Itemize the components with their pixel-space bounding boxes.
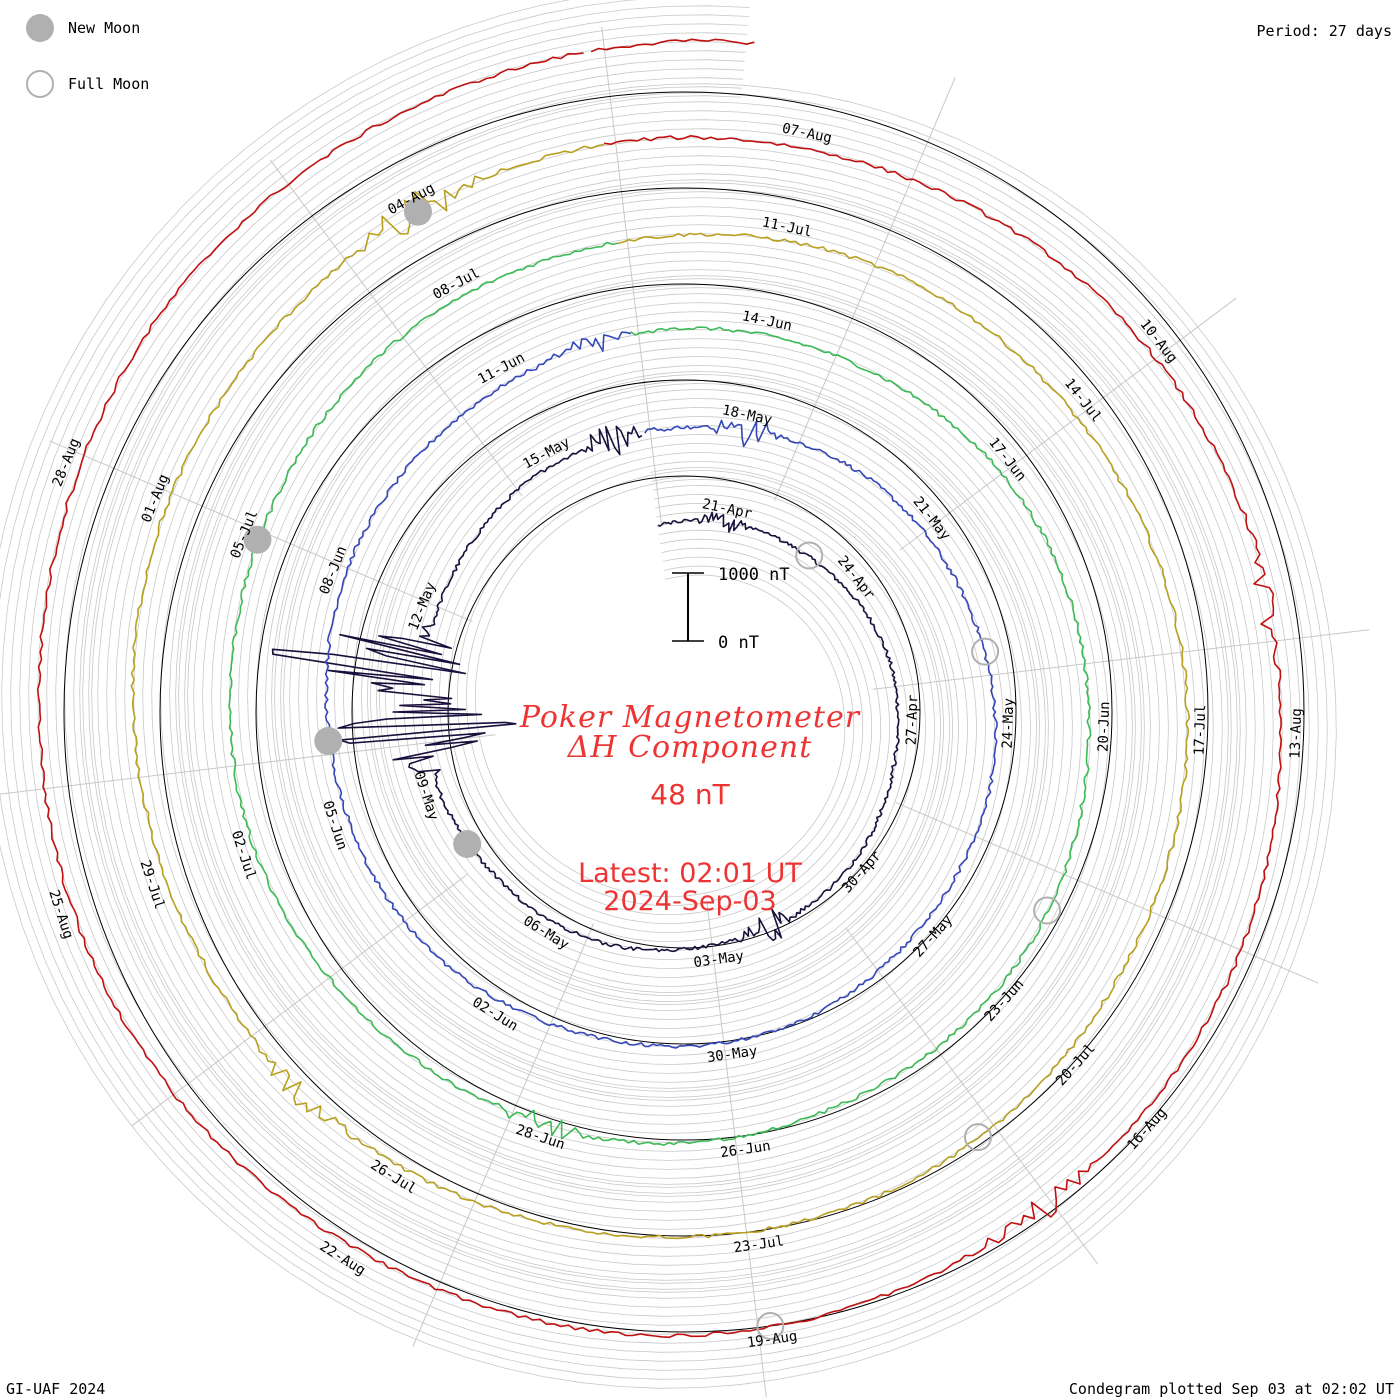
radial-spoke bbox=[895, 801, 1319, 984]
radial-spoke bbox=[412, 923, 595, 1347]
radial-spoke bbox=[872, 629, 1370, 690]
grid-layer bbox=[0, 0, 1370, 1398]
new-moon-marker bbox=[453, 830, 482, 858]
current-value: 48 nT bbox=[650, 778, 730, 811]
full-moon-marker bbox=[971, 637, 1000, 666]
date-label: 25-Aug bbox=[45, 888, 76, 941]
reference-circle bbox=[351, 379, 1017, 1045]
date-label: 27-Apr bbox=[904, 694, 922, 745]
date-label: 01-Aug bbox=[139, 472, 173, 525]
scale-bar: 1000 nT 0 nT bbox=[672, 565, 790, 653]
chart-subtitle: ΔH Component bbox=[567, 730, 813, 765]
date-label: 03-May bbox=[693, 948, 745, 971]
reference-circle bbox=[255, 283, 1113, 1141]
latest-date: 2024-Sep-03 bbox=[603, 886, 777, 917]
date-label: 02-Jul bbox=[228, 829, 259, 882]
grid-spiral bbox=[46, 50, 1274, 1326]
legend-full-moon: Full Moon bbox=[26, 70, 149, 98]
full-moon-marker bbox=[1033, 896, 1062, 925]
date-label: 08-Jul bbox=[430, 265, 482, 303]
full-moon-marker bbox=[795, 541, 824, 570]
date-label: 26-Jun bbox=[719, 1138, 771, 1161]
footer-plot-time: Condegram plotted Sep 03 at 02:02 UT bbox=[1068, 1380, 1394, 1398]
new-moon-icon bbox=[26, 14, 54, 42]
new-moon-marker bbox=[404, 197, 432, 226]
reference-circle bbox=[159, 187, 1209, 1237]
date-label: 30-May bbox=[706, 1043, 758, 1066]
date-label: 28-Aug bbox=[50, 436, 84, 489]
grid-spiral bbox=[10, 14, 1310, 1362]
grid-spiral bbox=[55, 59, 1265, 1317]
date-label: 19-Aug bbox=[746, 1328, 798, 1351]
grid-spiral bbox=[73, 77, 1247, 1299]
scale-top-label: 1000 nT bbox=[718, 565, 790, 585]
grid-spiral bbox=[28, 32, 1292, 1344]
date-label: 13-Aug bbox=[1287, 708, 1305, 759]
trace-turn-2 bbox=[324, 331, 998, 1049]
new-moon-label: New Moon bbox=[68, 19, 141, 37]
grid-spiral bbox=[0, 0, 1337, 1389]
radial-spoke bbox=[131, 873, 469, 1127]
radial-spoke bbox=[601, 26, 662, 524]
reference-circle bbox=[63, 91, 1305, 1333]
date-label: 18-May bbox=[721, 402, 774, 428]
grid-spiral bbox=[0, 0, 1328, 1380]
radial-spoke bbox=[773, 77, 956, 501]
trace-turn-1 bbox=[271, 425, 900, 953]
moon-layer bbox=[243, 197, 1062, 1340]
grid-spiral bbox=[91, 95, 1229, 1281]
trace-turn-4 bbox=[130, 143, 1191, 1240]
grid-spiral bbox=[64, 68, 1256, 1308]
period-label: Period: 27 days bbox=[1256, 22, 1392, 40]
latest-time: Latest: 02:01 UT bbox=[578, 858, 802, 889]
full-moon-marker bbox=[964, 1123, 992, 1152]
date-label: 24-May bbox=[1000, 698, 1018, 749]
date-label: 05-Jun bbox=[319, 799, 350, 852]
chart-title: Poker Magnetometer bbox=[519, 700, 861, 735]
date-label: 20-Jun bbox=[1096, 701, 1114, 752]
trace-turn-6 bbox=[590, 38, 755, 53]
date-label: 23-Jul bbox=[733, 1233, 785, 1256]
footer-credit: GI-UAF 2024 bbox=[6, 1380, 106, 1398]
grid-spiral bbox=[1, 5, 1319, 1371]
date-label: 11-Jun bbox=[475, 350, 527, 388]
date-label: 08-Jun bbox=[317, 544, 351, 597]
date-label: 29-Jul bbox=[137, 858, 168, 911]
full-moon-marker bbox=[756, 1312, 785, 1340]
trace-turn-5 bbox=[36, 52, 1282, 1339]
scale-bottom-label: 0 nT bbox=[718, 633, 759, 653]
legend-new-moon: New Moon bbox=[26, 14, 140, 42]
radial-spoke bbox=[0, 734, 496, 795]
trace-layer bbox=[36, 38, 1282, 1339]
new-moon-marker bbox=[243, 525, 272, 554]
date-label: 15-May bbox=[521, 435, 573, 473]
grid-spiral bbox=[19, 23, 1301, 1353]
new-moon-marker bbox=[314, 727, 343, 755]
date-label: 17-Jul bbox=[1192, 704, 1210, 755]
date-label: 21-Apr bbox=[701, 496, 754, 522]
date-label: 22-Aug bbox=[317, 1239, 368, 1279]
grid-spiral bbox=[82, 86, 1238, 1290]
full-moon-icon bbox=[26, 70, 54, 98]
radial-spoke bbox=[706, 900, 767, 1398]
full-moon-label: Full Moon bbox=[68, 75, 150, 93]
